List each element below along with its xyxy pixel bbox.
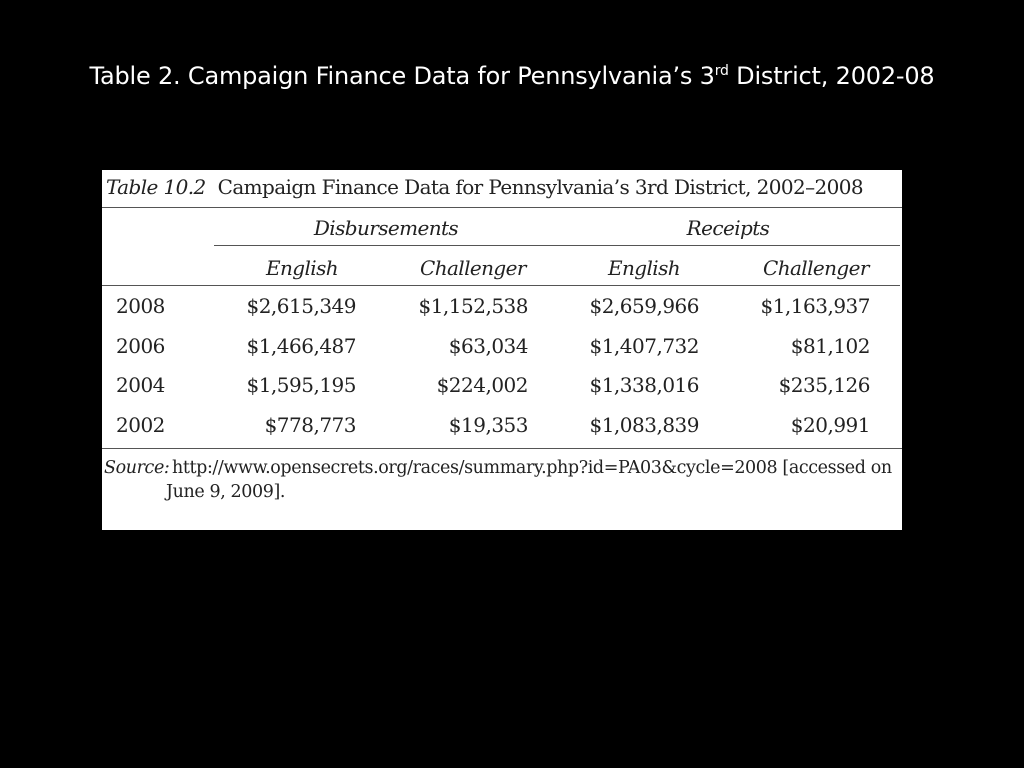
source-url-text: http://www.opensecrets.org/races/summary… bbox=[172, 458, 892, 478]
slide-title-main: Table 2. Campaign Finance Data for Penns… bbox=[89, 62, 715, 90]
disbursement-challenger-value: $63,034 bbox=[448, 334, 529, 358]
group-header-receipts: Receipts bbox=[686, 216, 770, 240]
row-year: 2008 bbox=[116, 294, 165, 318]
disbursement-english-value: $1,466,487 bbox=[246, 334, 356, 358]
source-label: Source: bbox=[104, 458, 170, 478]
column-header-receipts-challenger: Challenger bbox=[763, 256, 869, 280]
group-rule bbox=[214, 245, 900, 246]
source-accessed-date: June 9, 2009]. bbox=[166, 482, 286, 502]
receipt-english-value: $1,338,016 bbox=[589, 373, 699, 397]
figure-caption: Table 10.2 Campaign Finance Data for Penn… bbox=[106, 175, 864, 199]
table-row-2008: 2008 $2,615,349 $1,152,538 $2,659,966 $1… bbox=[102, 294, 902, 324]
figure-caption-number: Table 10.2 bbox=[106, 175, 206, 199]
table-row-2006: 2006 $1,466,487 $63,034 $1,407,732 $81,1… bbox=[102, 334, 902, 364]
receipt-english-value: $2,659,966 bbox=[589, 294, 699, 318]
disbursement-challenger-value: $19,353 bbox=[448, 413, 529, 437]
disbursement-challenger-value: $224,002 bbox=[436, 373, 529, 397]
slide-title-end: District, 2002-08 bbox=[728, 62, 935, 90]
receipt-challenger-value: $1,163,937 bbox=[760, 294, 870, 318]
header-rule bbox=[102, 285, 900, 286]
table-figure: Table 10.2 Campaign Finance Data for Penn… bbox=[102, 170, 902, 530]
row-year: 2006 bbox=[116, 334, 165, 358]
slide-title: Table 2. Campaign Finance Data for Penns… bbox=[0, 62, 1024, 90]
row-year: 2004 bbox=[116, 373, 165, 397]
receipt-challenger-value: $235,126 bbox=[778, 373, 871, 397]
receipt-challenger-value: $81,102 bbox=[790, 334, 871, 358]
source-note: Source: http://www.opensecrets.org/races/… bbox=[104, 456, 902, 504]
table-row-2004: 2004 $1,595,195 $224,002 $1,338,016 $235… bbox=[102, 373, 902, 403]
disbursement-english-value: $778,773 bbox=[264, 413, 357, 437]
column-header-disbursements-english: English bbox=[266, 256, 339, 280]
receipt-english-value: $1,083,839 bbox=[589, 413, 699, 437]
disbursement-english-value: $2,615,349 bbox=[246, 294, 356, 318]
disbursement-challenger-value: $1,152,538 bbox=[418, 294, 528, 318]
group-header-disbursements: Disbursements bbox=[313, 216, 459, 240]
column-header-receipts-english: English bbox=[608, 256, 681, 280]
bottom-rule bbox=[102, 448, 902, 449]
receipt-challenger-value: $20,991 bbox=[790, 413, 871, 437]
column-header-disbursements-challenger: Challenger bbox=[420, 256, 526, 280]
disbursement-english-value: $1,595,195 bbox=[246, 373, 356, 397]
top-rule bbox=[102, 207, 902, 208]
table-row-2002: 2002 $778,773 $19,353 $1,083,839 $20,991 bbox=[102, 413, 902, 443]
receipt-english-value: $1,407,732 bbox=[589, 334, 699, 358]
figure-caption-text: Campaign Finance Data for Pennsylvania’s… bbox=[217, 175, 864, 199]
slide-title-superscript: rd bbox=[714, 63, 729, 79]
row-year: 2002 bbox=[116, 413, 165, 437]
